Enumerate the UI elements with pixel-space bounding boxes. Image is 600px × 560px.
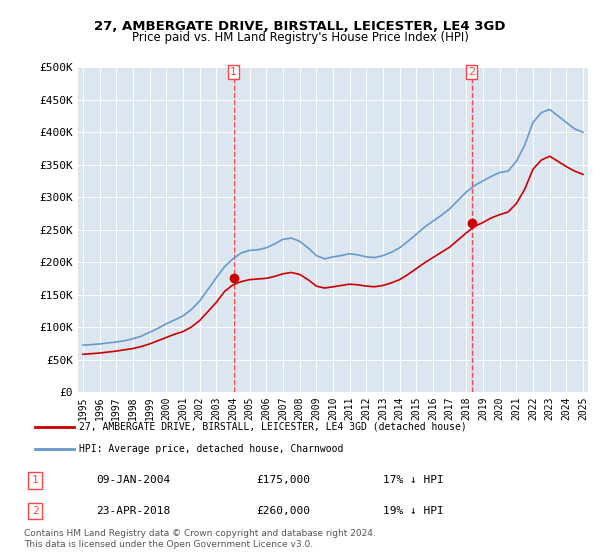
- Text: 17% ↓ HPI: 17% ↓ HPI: [383, 475, 443, 485]
- Text: 09-JAN-2004: 09-JAN-2004: [96, 475, 170, 485]
- Text: 1: 1: [230, 67, 237, 77]
- Text: 19% ↓ HPI: 19% ↓ HPI: [383, 506, 443, 516]
- Text: Contains HM Land Registry data © Crown copyright and database right 2024.: Contains HM Land Registry data © Crown c…: [24, 529, 376, 538]
- Text: Price paid vs. HM Land Registry's House Price Index (HPI): Price paid vs. HM Land Registry's House …: [131, 31, 469, 44]
- Text: 2: 2: [468, 67, 475, 77]
- Text: 27, AMBERGATE DRIVE, BIRSTALL, LEICESTER, LE4 3GD (detached house): 27, AMBERGATE DRIVE, BIRSTALL, LEICESTER…: [79, 422, 467, 432]
- Text: 23-APR-2018: 23-APR-2018: [96, 506, 170, 516]
- Text: 1: 1: [32, 475, 38, 485]
- Text: £175,000: £175,000: [256, 475, 310, 485]
- Text: This data is licensed under the Open Government Licence v3.0.: This data is licensed under the Open Gov…: [24, 540, 313, 549]
- Text: HPI: Average price, detached house, Charnwood: HPI: Average price, detached house, Char…: [79, 445, 344, 454]
- Text: £260,000: £260,000: [256, 506, 310, 516]
- Text: 2: 2: [32, 506, 38, 516]
- Text: 27, AMBERGATE DRIVE, BIRSTALL, LEICESTER, LE4 3GD: 27, AMBERGATE DRIVE, BIRSTALL, LEICESTER…: [94, 20, 506, 32]
